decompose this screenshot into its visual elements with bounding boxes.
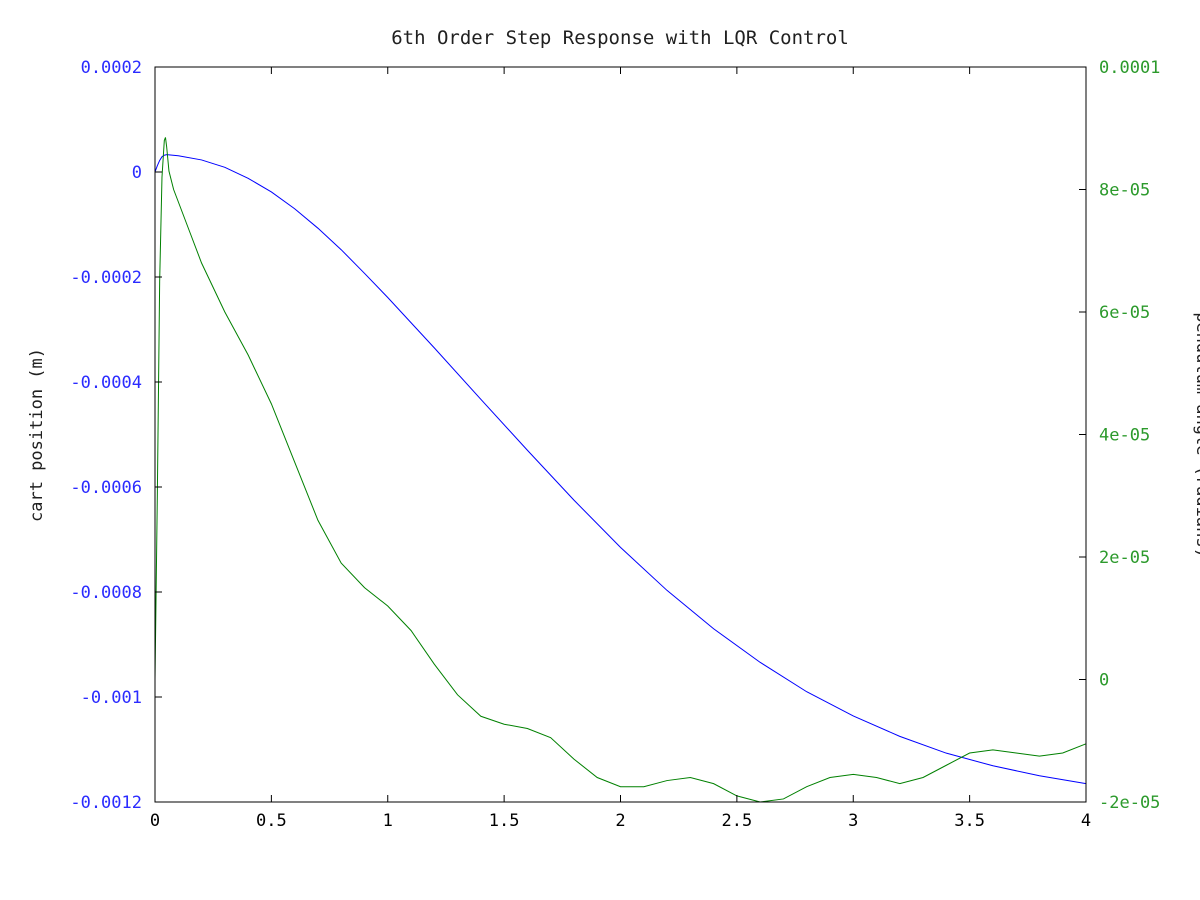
- y2-axis-label: pendulum angle (radians): [1192, 312, 1200, 558]
- x-tick-label: 1.5: [489, 811, 520, 831]
- y2-tick-label: 0: [1099, 671, 1109, 691]
- y1-tick-label: 0: [132, 163, 142, 183]
- x-tick-label: 0: [150, 811, 160, 831]
- y2-tick-label: 8e-05: [1099, 181, 1150, 201]
- y1-tick-label: 0.0002: [81, 58, 142, 78]
- y1-tick-label: -0.0008: [70, 583, 142, 603]
- chart-title: 6th Order Step Response with LQR Control: [391, 27, 849, 49]
- pendulum-angle-line: [154, 137, 1087, 803]
- y2-tick-label: 0.0001: [1099, 58, 1160, 78]
- y1-tick-label: -0.0012: [70, 793, 142, 813]
- cart-position-line: [154, 154, 1087, 785]
- x-tick-label: 1: [383, 811, 393, 831]
- x-tick-label: 0.5: [256, 811, 287, 831]
- y1-tick-label: -0.0004: [70, 373, 142, 393]
- x-tick-label: 4: [1081, 811, 1091, 831]
- tick-labels: 0 0.5 1 1.5 2 2.5 3 3.5 4 0.0002 0 -0.0002 -0.0004 -0…: [70, 58, 1160, 831]
- y2-tick-label: -2e-05: [1099, 793, 1160, 813]
- y2-tick-label: 6e-05: [1099, 303, 1150, 323]
- y2-tick-label: 4e-05: [1099, 426, 1150, 446]
- plot-series: [154, 137, 1087, 803]
- y1-tick-label: -0.0006: [70, 478, 142, 498]
- y1-axis-label: cart position (m): [27, 348, 47, 522]
- x-tick-label: 2: [615, 811, 625, 831]
- x-tick-label: 2.5: [722, 811, 753, 831]
- y1-tick-label: -0.0002: [70, 268, 142, 288]
- x-tick-label: 3: [848, 811, 858, 831]
- tick-marks: [154, 66, 1087, 803]
- y1-tick-label: -0.001: [81, 688, 142, 708]
- x-tick-label: 3.5: [954, 811, 985, 831]
- y2-tick-label: 2e-05: [1099, 548, 1150, 568]
